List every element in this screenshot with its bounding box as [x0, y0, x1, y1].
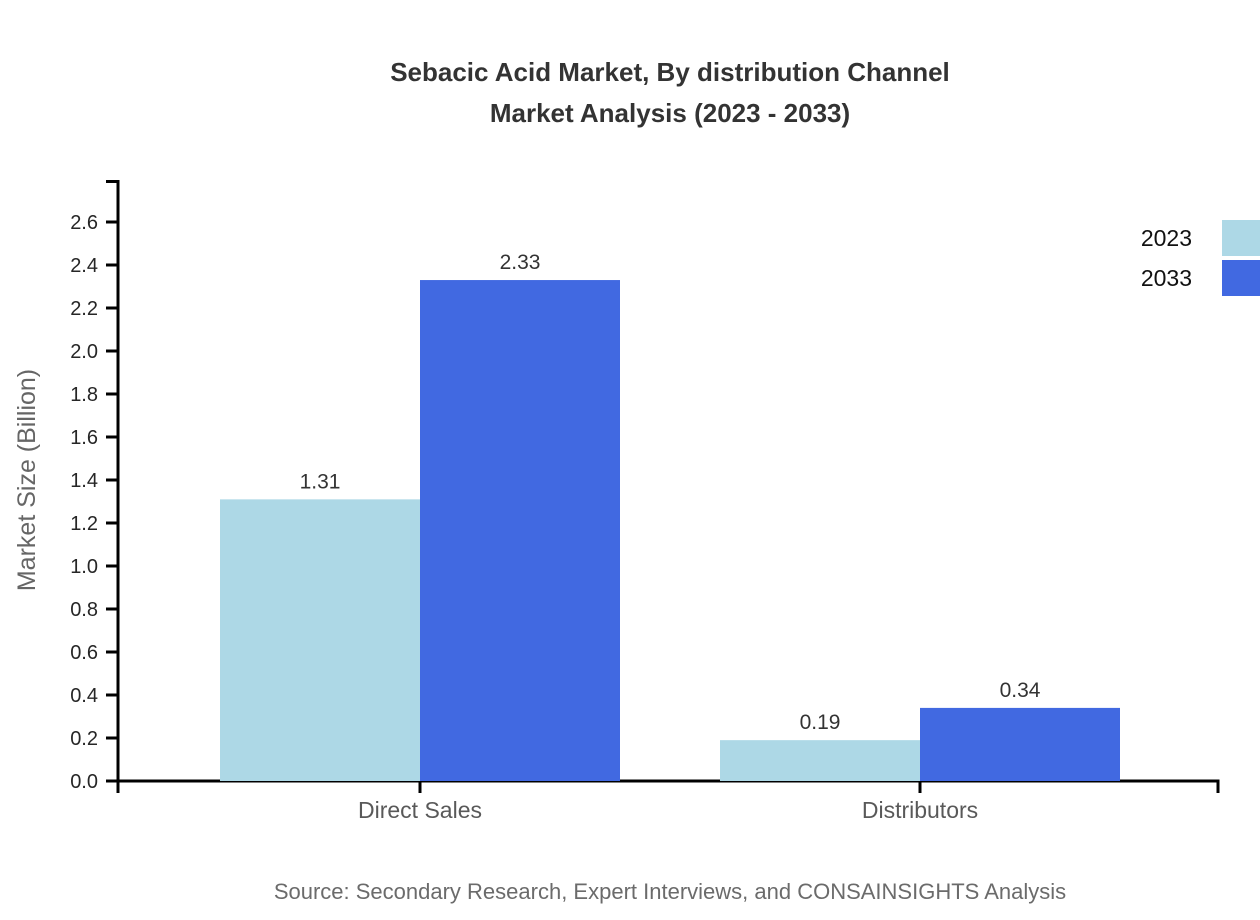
bar-2023-direct-sales	[220, 499, 420, 781]
legend-swatch-2033	[1222, 260, 1260, 296]
source-attribution: Source: Secondary Research, Expert Inter…	[273, 879, 1067, 904]
value-label-2033-direct-sales: 2.33	[500, 251, 541, 274]
bar-2033-distributors	[920, 707, 1120, 781]
y-tick-label: 1.0	[70, 556, 98, 578]
y-tick-label: 2.0	[70, 341, 98, 363]
y-tick-label: 0.4	[70, 685, 98, 707]
y-tick-label: 1.2	[70, 513, 98, 535]
legend: 2023 2033	[1141, 218, 1260, 298]
chart-title-line2: Market Analysis (2023 - 2033)	[489, 98, 851, 128]
y-tick-label: 0.2	[70, 728, 98, 750]
x-category-label: Distributors	[862, 797, 978, 823]
value-label-2023-direct-sales: 1.31	[300, 470, 341, 493]
legend-swatch-2023	[1222, 220, 1260, 256]
y-tick-label: 0.8	[70, 599, 98, 621]
value-label-2033-distributors: 0.34	[1000, 679, 1041, 702]
y-tick-label: 2.2	[70, 298, 98, 320]
y-tick-label: 1.8	[70, 384, 98, 406]
chart-title-line1: Sebacic Acid Market, By distribution Cha…	[390, 57, 950, 87]
bar-2023-distributors	[720, 740, 920, 781]
y-tick-label: 0.0	[70, 771, 98, 793]
y-tick-label: 1.4	[70, 470, 98, 492]
y-tick-label: 1.6	[70, 427, 98, 449]
value-label-2023-distributors: 0.19	[800, 711, 841, 734]
y-tick-label: 0.6	[70, 642, 98, 664]
chart-title: Sebacic Acid Market, By distribution Cha…	[80, 52, 1260, 134]
y-axis-title: Market Size (Billion)	[13, 369, 41, 591]
legend-item-2023: 2023	[1141, 218, 1260, 258]
x-category-label: Direct Sales	[358, 797, 482, 823]
y-tick-label: 2.6	[70, 212, 98, 234]
y-tick-label: 2.4	[70, 255, 98, 277]
legend-item-2033: 2033	[1141, 258, 1260, 298]
legend-label-2023: 2023	[1140, 224, 1192, 251]
bar-2033-direct-sales	[420, 280, 620, 781]
legend-label-2033: 2033	[1140, 264, 1192, 291]
